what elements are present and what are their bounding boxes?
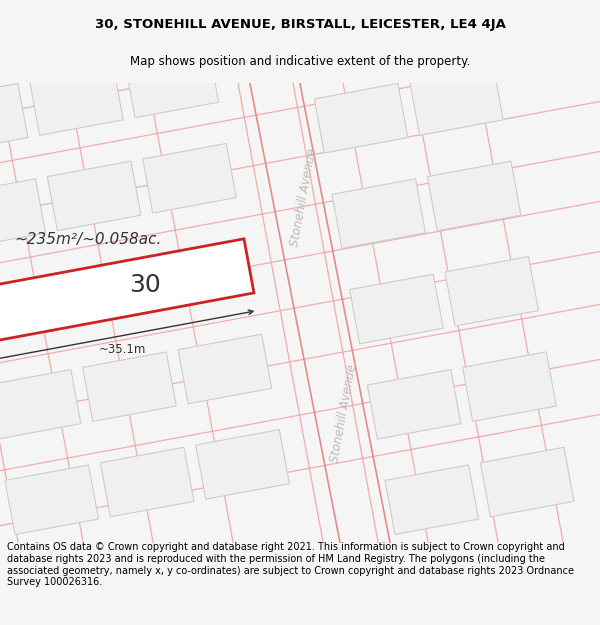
Polygon shape (445, 256, 539, 326)
Polygon shape (427, 161, 521, 231)
Polygon shape (0, 0, 10, 58)
Polygon shape (100, 448, 194, 517)
Polygon shape (481, 448, 574, 517)
Polygon shape (196, 429, 289, 499)
Polygon shape (350, 274, 443, 344)
Polygon shape (367, 369, 461, 439)
Polygon shape (143, 144, 236, 213)
Polygon shape (296, 0, 390, 58)
Polygon shape (0, 83, 28, 153)
Polygon shape (332, 179, 425, 248)
Text: ~235m²/~0.058ac.: ~235m²/~0.058ac. (14, 232, 161, 247)
Polygon shape (314, 83, 408, 153)
Text: 30: 30 (129, 273, 161, 297)
Polygon shape (47, 161, 141, 231)
Polygon shape (0, 274, 63, 344)
Polygon shape (83, 352, 176, 421)
Polygon shape (410, 66, 503, 136)
Text: Map shows position and indicative extent of the property.: Map shows position and indicative extent… (130, 56, 470, 68)
Text: ~35.1m: ~35.1m (99, 343, 146, 356)
Polygon shape (125, 48, 218, 118)
Polygon shape (107, 0, 201, 22)
Polygon shape (392, 0, 485, 40)
Polygon shape (463, 352, 556, 421)
Polygon shape (160, 239, 254, 308)
Polygon shape (0, 179, 46, 248)
Polygon shape (29, 66, 123, 136)
Text: Stonehill Avenue: Stonehill Avenue (329, 364, 359, 464)
Text: 30, STONEHILL AVENUE, BIRSTALL, LEICESTER, LE4 4JA: 30, STONEHILL AVENUE, BIRSTALL, LEICESTE… (95, 18, 505, 31)
Polygon shape (65, 256, 158, 326)
Polygon shape (0, 369, 81, 439)
Text: Contains OS data © Crown copyright and database right 2021. This information is : Contains OS data © Crown copyright and d… (7, 542, 574, 588)
Polygon shape (5, 465, 98, 534)
Polygon shape (385, 465, 479, 534)
Polygon shape (12, 0, 106, 40)
Polygon shape (178, 334, 272, 404)
Polygon shape (0, 239, 254, 344)
Text: Stonehill Avenue: Stonehill Avenue (289, 148, 320, 248)
